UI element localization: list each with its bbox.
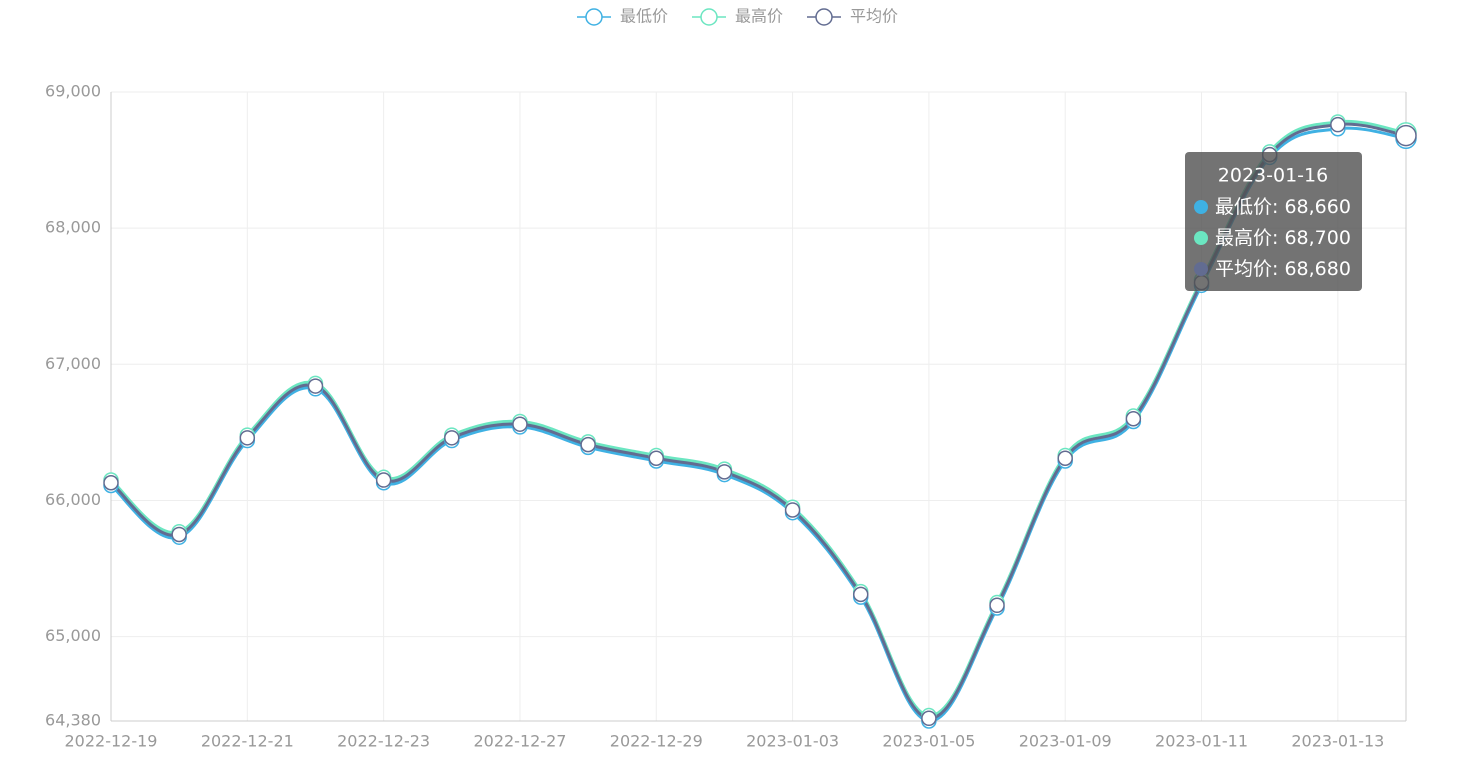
y-tick-label: 64,380 (45, 711, 101, 730)
point (444, 430, 460, 446)
legend-label: 最高价 (735, 7, 783, 26)
point (989, 597, 1005, 614)
legend: 最低价 最高价 平均价 (577, 7, 898, 26)
tooltip-row: 最低价: 68,660 (1215, 196, 1351, 218)
point (375, 472, 392, 488)
point (648, 450, 665, 466)
legend-label: 最低价 (620, 7, 668, 26)
x-tick-label: 2022-12-19 (65, 732, 158, 751)
point (852, 586, 869, 603)
x-tick-label: 2022-12-29 (610, 732, 703, 751)
tooltip-dot (1194, 262, 1208, 276)
tooltip-box (1185, 152, 1362, 291)
legend-label: 平均价 (850, 7, 898, 26)
y-tick-label: 67,000 (45, 354, 101, 373)
legend-icon (815, 8, 833, 26)
x-tick-label: 2023-01-13 (1291, 732, 1384, 751)
tooltip-value: 68,680 (1284, 258, 1350, 280)
point (1395, 124, 1417, 147)
legend-icon (700, 8, 718, 26)
tooltip-name: 平均价 (1215, 258, 1272, 280)
point (239, 430, 256, 446)
point (784, 502, 801, 518)
tooltip-value: 68,700 (1284, 227, 1350, 249)
x-tick-label: 2023-01-11 (1155, 732, 1248, 751)
tooltip-value: 68,660 (1284, 196, 1350, 218)
tooltip-row: 平均价: 68,680 (1215, 258, 1351, 280)
point (1057, 450, 1073, 466)
y-tick-label: 65,000 (45, 626, 101, 645)
plot (103, 114, 1417, 729)
point (1330, 116, 1346, 133)
point (103, 474, 119, 491)
x-tick-label: 2022-12-23 (337, 732, 430, 751)
tooltip-dot (1194, 231, 1208, 245)
point (580, 436, 596, 453)
x-tick-label: 2022-12-21 (201, 732, 294, 751)
x-tick-label: 2023-01-05 (882, 732, 975, 751)
legend-icon (585, 8, 603, 26)
point (716, 464, 733, 480)
y-tick-label: 69,000 (45, 82, 101, 101)
point (171, 526, 187, 543)
tooltip-name: 最低价 (1215, 196, 1272, 218)
point (921, 710, 937, 727)
x-tick-label: 2023-01-09 (1019, 732, 1112, 751)
tooltip-dot (1194, 200, 1208, 214)
x-tick-label: 2023-01-03 (746, 732, 839, 751)
tooltip-name: 最高价 (1215, 227, 1272, 249)
tooltip-sep: : (1272, 227, 1284, 249)
axes: 64,380 65,000 66,000 67,000 68,000 69,000 2022… (45, 82, 1407, 751)
x-tick-label: 2022-12-27 (473, 732, 566, 751)
point (307, 378, 324, 394)
tooltip-sep: : (1272, 258, 1284, 280)
y-tick-label: 68,000 (45, 218, 101, 237)
point (512, 416, 528, 432)
tooltip: 2023-01-16 最低价: 68,660 最高价: 68,700 平均价: 68,… (1185, 152, 1362, 291)
tooltip-sep: : (1272, 196, 1284, 218)
point (1125, 411, 1142, 427)
tooltip-title: 2023-01-16 (1218, 165, 1328, 187)
tooltip-row: 最高价: 68,700 (1215, 227, 1351, 249)
y-tick-label: 66,000 (45, 490, 101, 509)
